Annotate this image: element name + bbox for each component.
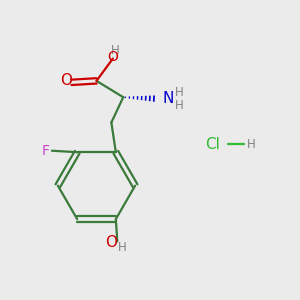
- Text: F: F: [41, 144, 50, 158]
- Text: H: H: [175, 86, 184, 99]
- Text: H: H: [247, 138, 255, 151]
- Text: O: O: [107, 50, 118, 64]
- Text: O: O: [60, 74, 72, 88]
- Text: H: H: [111, 44, 120, 57]
- Text: N: N: [163, 91, 174, 106]
- Text: H: H: [118, 242, 127, 254]
- Text: O: O: [105, 236, 117, 250]
- Text: Cl: Cl: [206, 136, 220, 152]
- Text: H: H: [175, 99, 184, 112]
